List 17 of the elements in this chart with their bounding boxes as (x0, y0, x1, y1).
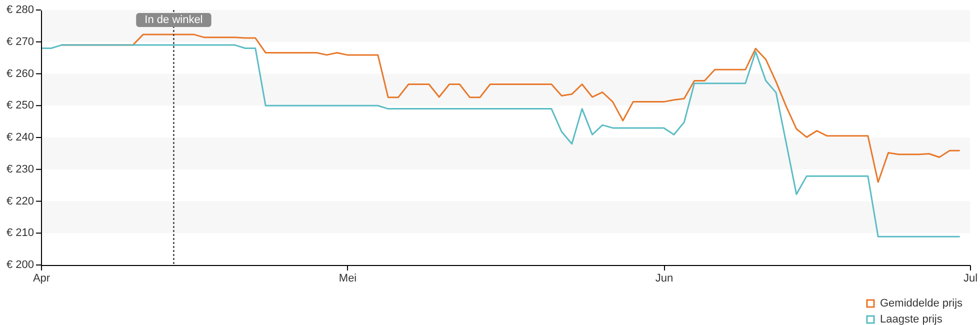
y-tick-label: € 200 (6, 259, 34, 271)
y-tick-label: € 270 (6, 36, 34, 48)
x-tick-label: Jul (963, 272, 978, 284)
ref-line-label: In de winkel (144, 14, 203, 26)
y-tick-label: € 240 (6, 132, 34, 144)
x-tick-label: Apr (32, 272, 50, 284)
legend-label: Laagste prijs (880, 314, 943, 325)
y-tick-label: € 250 (6, 100, 34, 112)
y-tick-label: € 280 (6, 4, 34, 16)
x-tick-label: Mei (338, 272, 357, 284)
y-tick-label: € 260 (6, 68, 34, 80)
y-tick-label: € 220 (6, 195, 34, 208)
line-series (40, 44, 961, 238)
y-tick-label: € 210 (6, 227, 34, 240)
y-tick-label: € 230 (6, 163, 34, 176)
x-tick-label: Jun (655, 272, 674, 284)
legend-label: Gemiddelde prijs (880, 298, 964, 310)
